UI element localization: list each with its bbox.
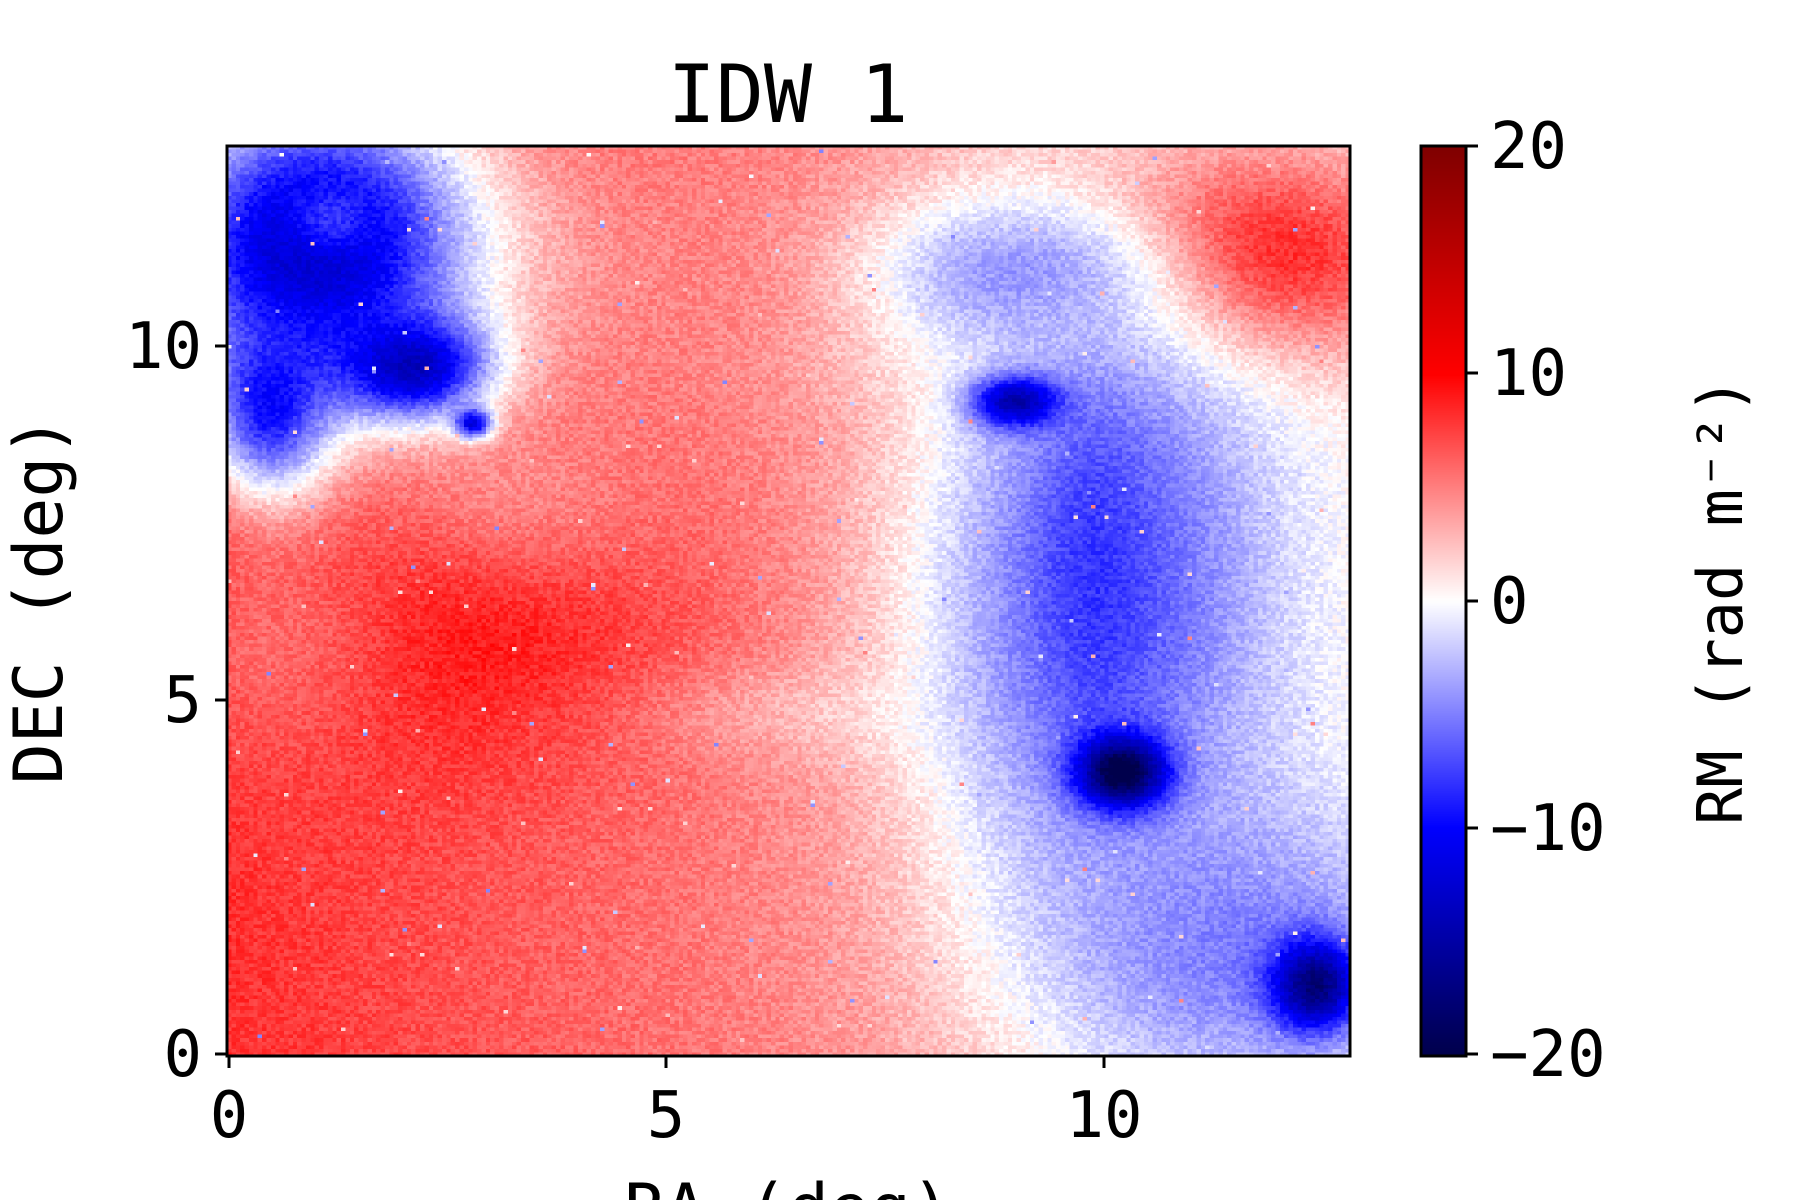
y-tick-label-0: 0 — [163, 1018, 202, 1092]
colorbar-tick-label-20: 20 — [1490, 110, 1567, 184]
x-tick-label-5: 5 — [647, 1079, 686, 1153]
x-tick-label-0: 0 — [210, 1079, 249, 1153]
heatmap-plot-area — [225, 144, 1352, 1058]
x-axis: 0 5 10 RA (deg) — [210, 1056, 1143, 1200]
colorbar-tick-label-0: 0 — [1490, 565, 1529, 639]
colorbar-label: RM (rad m⁻²) — [1684, 377, 1757, 825]
colorbar-gradient — [1421, 146, 1466, 1056]
colorbar-tick-label-minus20: −20 — [1490, 1018, 1606, 1092]
chart-title: IDW 1 — [668, 48, 909, 141]
x-tick-label-10: 10 — [1065, 1079, 1142, 1153]
y-axis: 0 5 10 DEC (deg) — [0, 310, 227, 1092]
y-tick-label-5: 5 — [163, 664, 202, 738]
axes-frame — [225, 144, 1352, 1058]
colorbar: 20 10 0 −10 −20 RM (rad m⁻²) — [1419, 110, 1757, 1092]
colorbar-tick-label-minus10: −10 — [1490, 792, 1606, 866]
y-tick-label-10: 10 — [125, 310, 202, 384]
rm-heatmap — [227, 146, 1350, 1056]
colorbar-tick-label-10: 10 — [1490, 337, 1567, 411]
y-axis-label: DEC (deg) — [0, 416, 79, 784]
x-axis-label: RA (deg) — [624, 1170, 952, 1200]
